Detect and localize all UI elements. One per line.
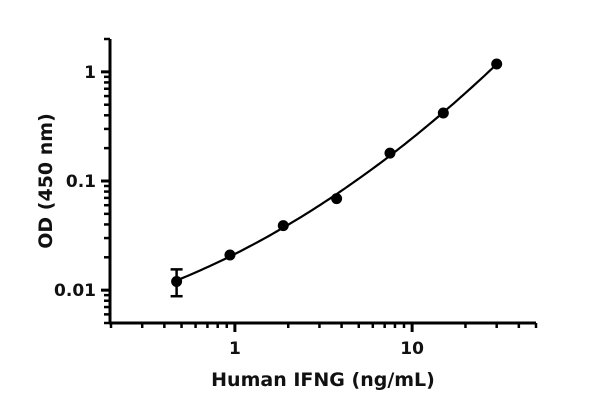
data-point xyxy=(384,147,396,159)
fit-curve-path xyxy=(176,63,498,282)
ticks: 0.01 0.1 1 1 10 xyxy=(54,37,538,359)
data-point xyxy=(224,249,236,261)
y-tick-label: 0.1 xyxy=(66,172,96,192)
data-point xyxy=(331,193,343,205)
x-tick-label: 1 xyxy=(229,339,241,359)
y-axis-title: OD (450 nm) xyxy=(35,113,57,249)
data-points xyxy=(170,58,503,298)
fit-curve xyxy=(176,63,498,282)
data-point xyxy=(491,58,503,70)
data-point xyxy=(171,276,183,288)
y-tick-label: 0.01 xyxy=(54,281,96,301)
x-axis-title: Human IFNG (ng/mL) xyxy=(211,369,435,391)
x-tick-label: 10 xyxy=(400,339,424,359)
data-point xyxy=(437,107,449,119)
data-point xyxy=(277,220,289,232)
y-tick-label: 1 xyxy=(84,63,96,83)
